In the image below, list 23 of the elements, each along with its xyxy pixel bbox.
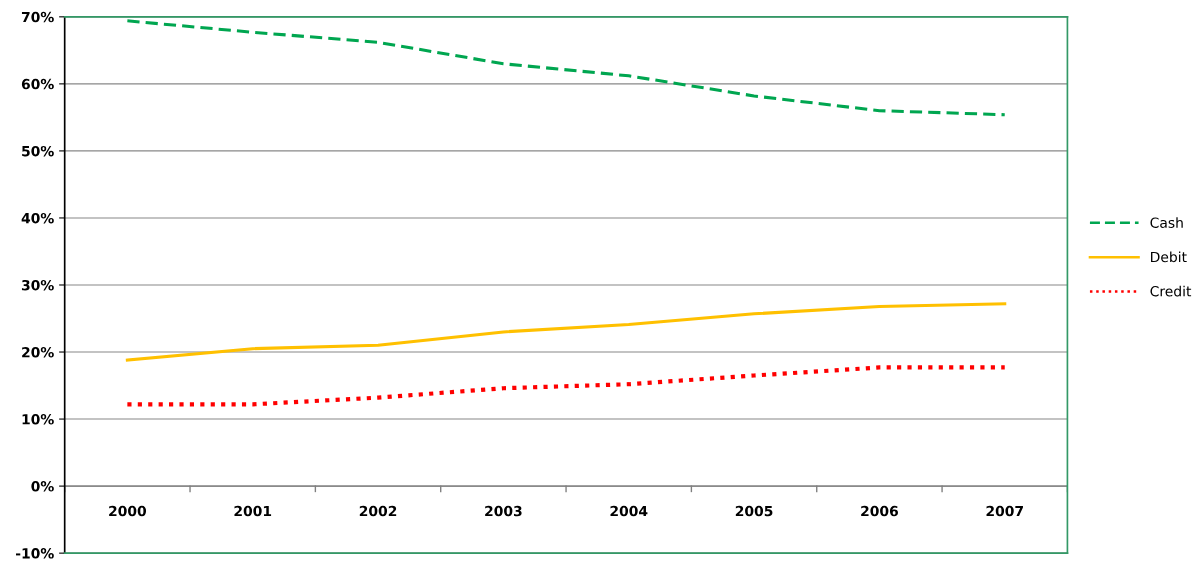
y-tick-label: 0%: [31, 481, 54, 492]
legend-label: Cash: [1150, 217, 1183, 228]
line-series: [125, 19, 1007, 117]
y-tick-label: 40%: [21, 212, 54, 224]
legend-label: Debit: [1151, 251, 1187, 263]
x-tick-label: 2003: [485, 505, 522, 517]
y-tick-label: 10%: [22, 414, 54, 425]
y-tick-label: 60%: [21, 78, 54, 90]
x-tick-label: 2005: [735, 505, 773, 517]
x-tick-label: 2000: [109, 505, 147, 517]
x-tick-label: 2004: [610, 505, 648, 517]
x-tick-label: 2007: [986, 505, 1023, 517]
y-tick-label: -10%: [16, 548, 54, 559]
y-tick-label: 70%: [21, 11, 54, 23]
x-tick-label: 2002: [359, 505, 397, 517]
y-tick-label: 20%: [22, 347, 54, 358]
y-tick-label: 50%: [22, 145, 54, 157]
line-series: [125, 365, 1007, 407]
x-tick-label: 2006: [861, 505, 898, 517]
x-tick-label: 2001: [234, 505, 272, 517]
legend-label: Credit: [1150, 285, 1192, 297]
y-tick-label: 30%: [21, 279, 54, 291]
line-series: [125, 302, 1007, 362]
